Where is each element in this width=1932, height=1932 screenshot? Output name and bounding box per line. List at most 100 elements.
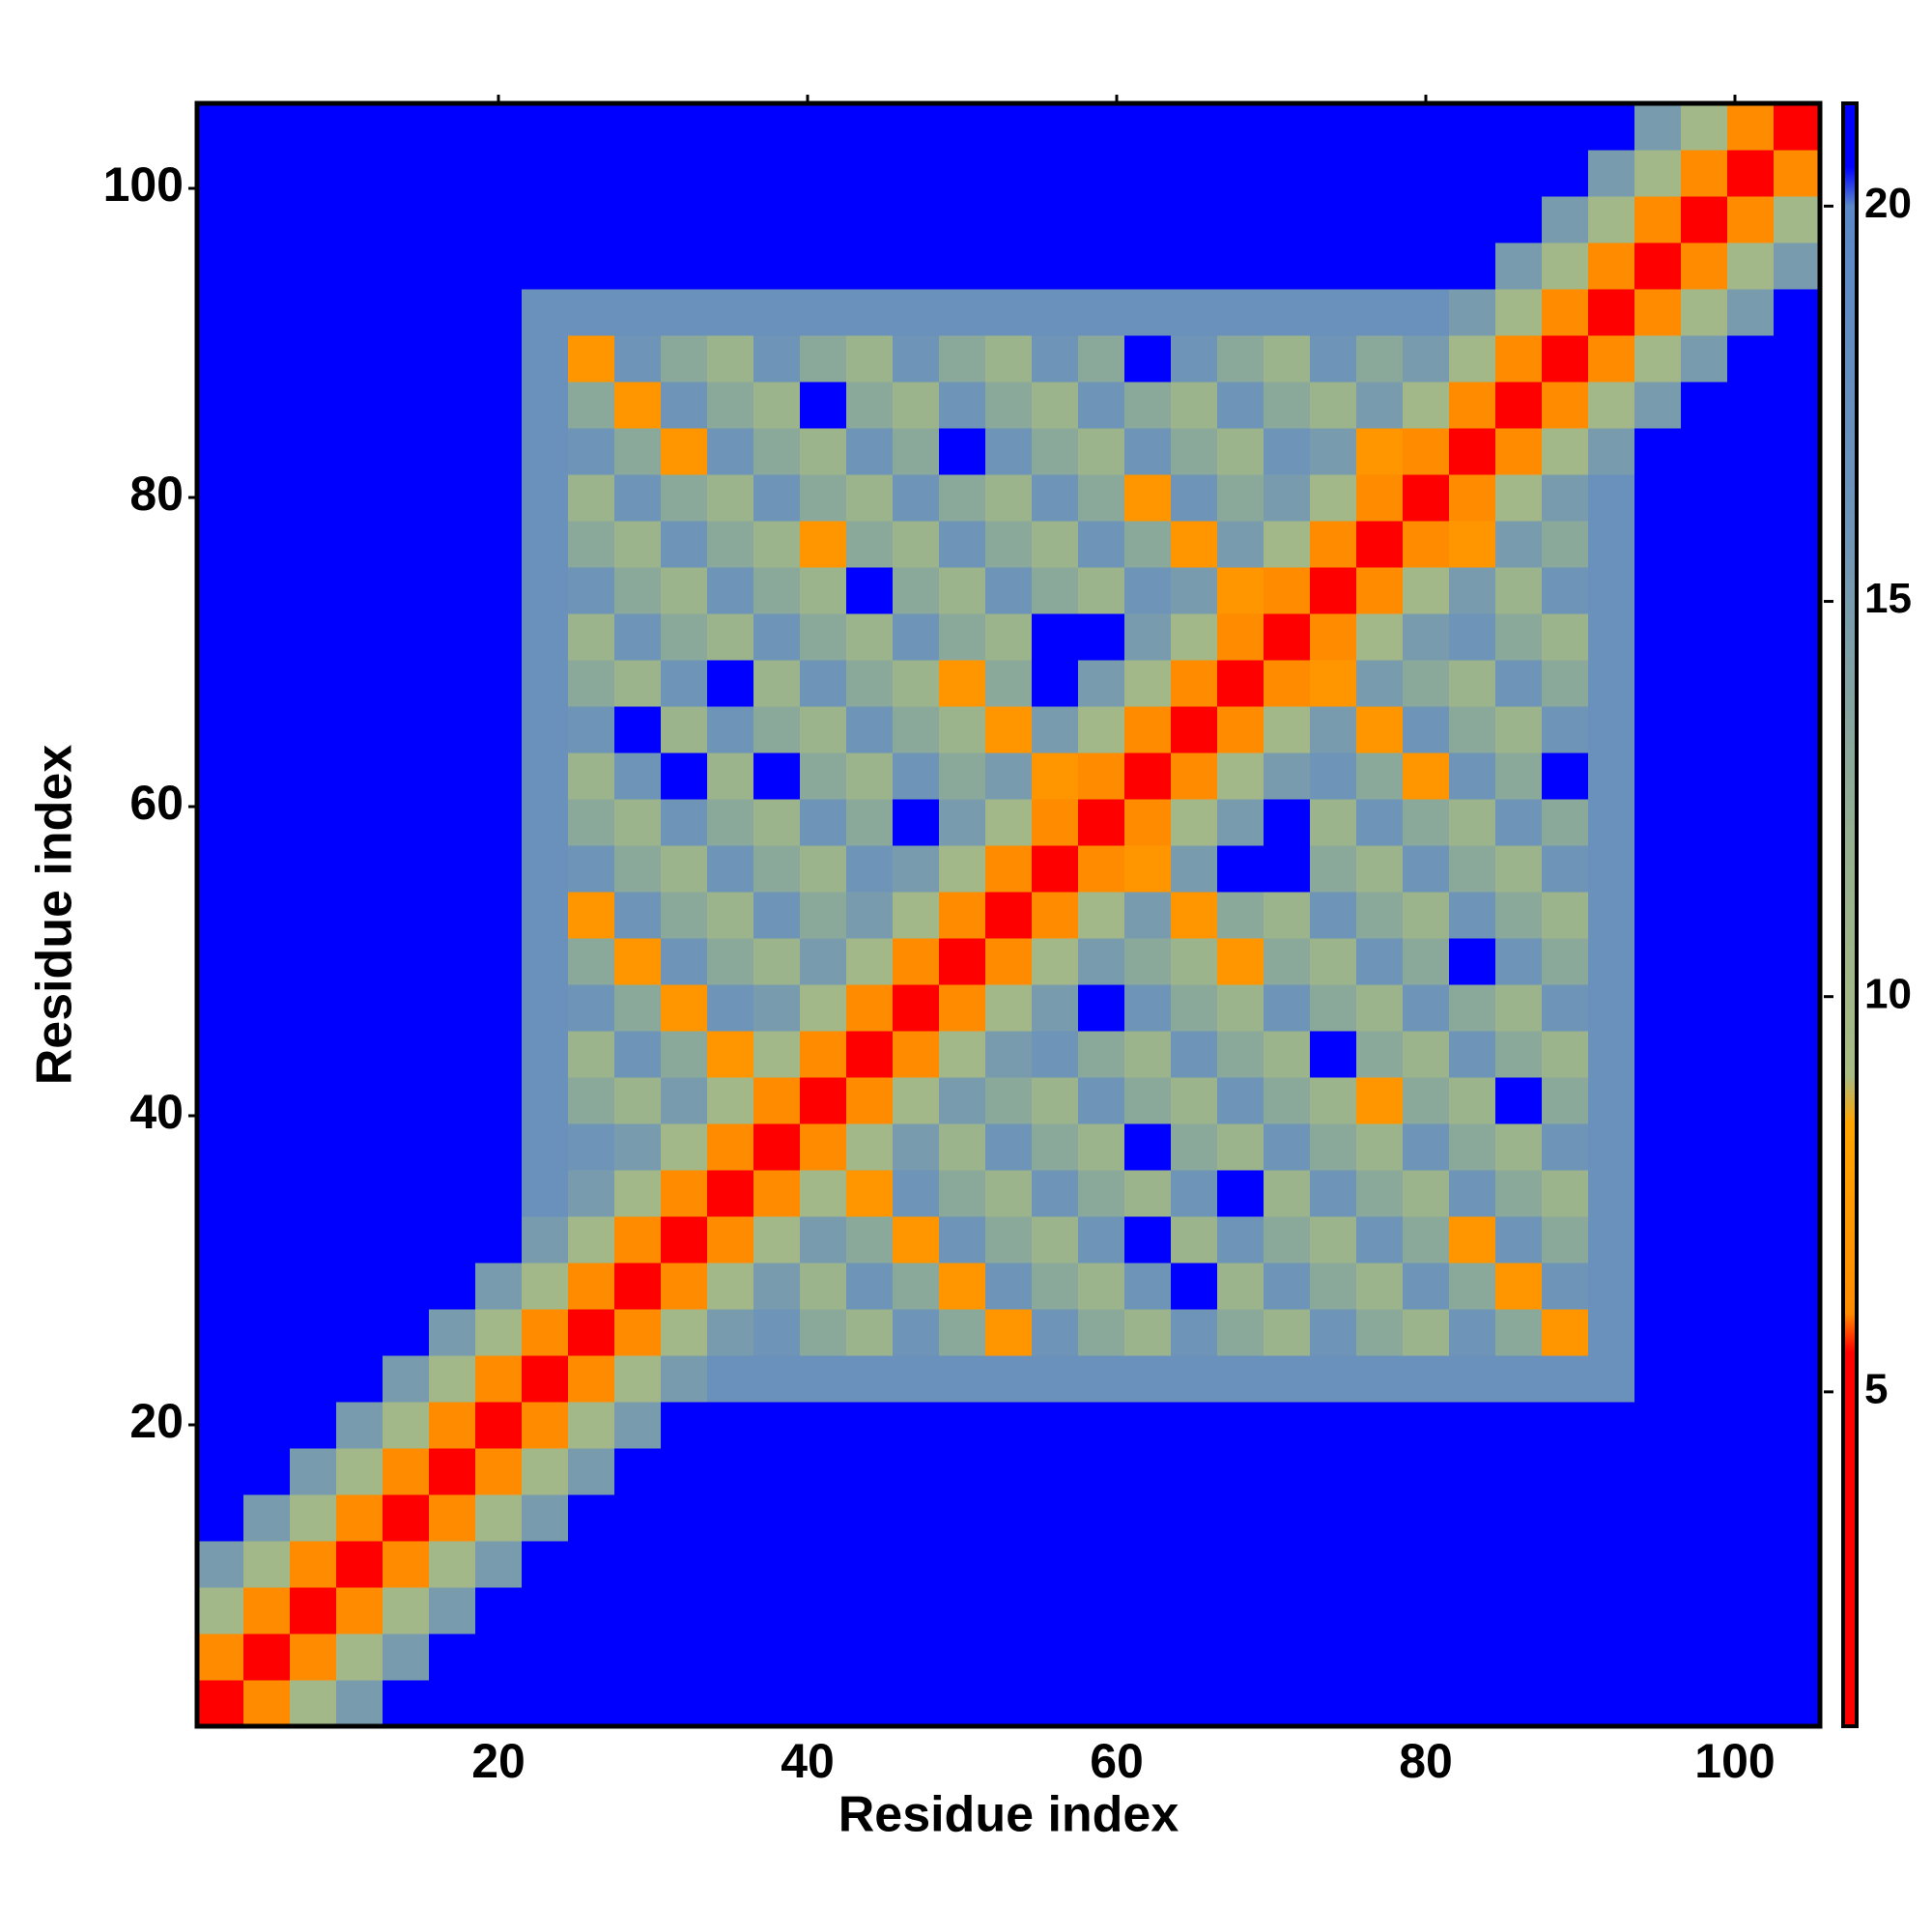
heatmap-cell [893,706,940,753]
heatmap-cell [661,1216,708,1264]
heatmap-cell [893,289,940,336]
heatmap-cell [1124,1123,1172,1171]
heatmap-cell [290,289,337,336]
heatmap-cell [1310,799,1357,846]
heatmap-cell [197,1494,244,1542]
heatmap-cell [1681,1170,1728,1217]
heatmap-cell [568,1541,615,1588]
heatmap-cell [1495,1587,1543,1634]
heatmap-cell [1217,892,1264,939]
heatmap-cell [290,1123,337,1171]
heatmap-cell [661,938,708,985]
heatmap-cell [1264,428,1311,475]
heatmap-cell [1542,1309,1589,1356]
heatmap-cell [290,1634,337,1681]
heatmap-cell [1774,706,1821,753]
heatmap-cell [1727,1123,1775,1171]
heatmap-cell [1264,1355,1311,1403]
heatmap-cell [197,1031,244,1078]
heatmap-cell [522,242,569,290]
heatmap-cell [429,1448,476,1495]
heatmap-cell [522,103,569,151]
heatmap-cell [985,1216,1033,1264]
heatmap-cell [1403,1402,1450,1449]
heatmap-cell [846,1680,894,1727]
heatmap-cell [800,1587,847,1634]
heatmap-cell [1264,1170,1311,1217]
heatmap-cell [1681,196,1728,243]
heatmap-cell [753,1263,801,1310]
heatmap-cell [985,474,1033,522]
heatmap-cell [1124,289,1172,336]
heatmap-cell [197,892,244,939]
heatmap-cell [336,984,384,1032]
heatmap-cell [1171,521,1218,568]
heatmap-cell [1634,938,1682,985]
heatmap-cell [1217,1541,1264,1588]
heatmap-cell [383,382,430,429]
heatmap-cell [1171,892,1218,939]
heatmap-cell [1588,1170,1635,1217]
heatmap-cell [1542,613,1589,661]
heatmap-cell [1171,289,1218,336]
heatmap-cell [197,196,244,243]
heatmap-cell [243,1587,291,1634]
heatmap-cell [985,613,1033,661]
heatmap-cell [1171,1123,1218,1171]
heatmap-cell [522,1680,569,1727]
heatmap-cell [243,196,291,243]
heatmap-cell [1542,1263,1589,1310]
y-tick-label: 60 [129,776,184,830]
heatmap-cell [1588,1402,1635,1449]
heatmap-cell [1217,1448,1264,1495]
heatmap-cell [475,1077,523,1124]
heatmap-cell [1542,1123,1589,1171]
heatmap-cell [568,1309,615,1356]
heatmap-cell [568,1077,615,1124]
heatmap-cell [290,1309,337,1356]
heatmap-cell [1588,289,1635,336]
heatmap-cell [1542,753,1589,800]
heatmap-cell [568,521,615,568]
heatmap-cell [522,892,569,939]
heatmap-cell [1217,103,1264,151]
heatmap-cell [985,1077,1033,1124]
heatmap-cell [1634,1494,1682,1542]
heatmap-cell [707,1031,754,1078]
heatmap-cell [661,1170,708,1217]
heatmap-cell [1032,1402,1079,1449]
heatmap-cell [243,1355,291,1403]
heatmap-cell [846,613,894,661]
heatmap-cell [893,984,940,1032]
heatmap-cell [846,567,894,614]
heatmap-cell [1078,289,1125,336]
heatmap-cell [1403,1170,1450,1217]
heatmap-cell [893,613,940,661]
heatmap-cell [846,984,894,1032]
heatmap-cell [1356,1402,1404,1449]
heatmap-cell [1542,1494,1589,1542]
heatmap-cell [383,242,430,290]
heatmap-cell [1588,845,1635,893]
heatmap-cell [1356,1494,1404,1542]
heatmap-cell [1588,660,1635,707]
heatmap-cell [1681,150,1728,197]
heatmap-cell [1681,892,1728,939]
heatmap-cell [707,1494,754,1542]
heatmap-cell [846,753,894,800]
heatmap-cell [614,1448,662,1495]
heatmap-cell [243,1309,291,1356]
heatmap-cell [1078,660,1125,707]
heatmap-cell [800,1402,847,1449]
heatmap-cell [1495,242,1543,290]
heatmap-cell [1727,103,1775,151]
heatmap-cell [1774,196,1821,243]
heatmap-cell [1171,1077,1218,1124]
heatmap-cell [1681,242,1728,290]
heatmap-cell [939,1355,986,1403]
heatmap-cell [1171,753,1218,800]
heatmap-cell [1403,1123,1450,1171]
heatmap-cell [939,382,986,429]
heatmap-cell [1403,474,1450,522]
heatmap-cell [243,1680,291,1727]
